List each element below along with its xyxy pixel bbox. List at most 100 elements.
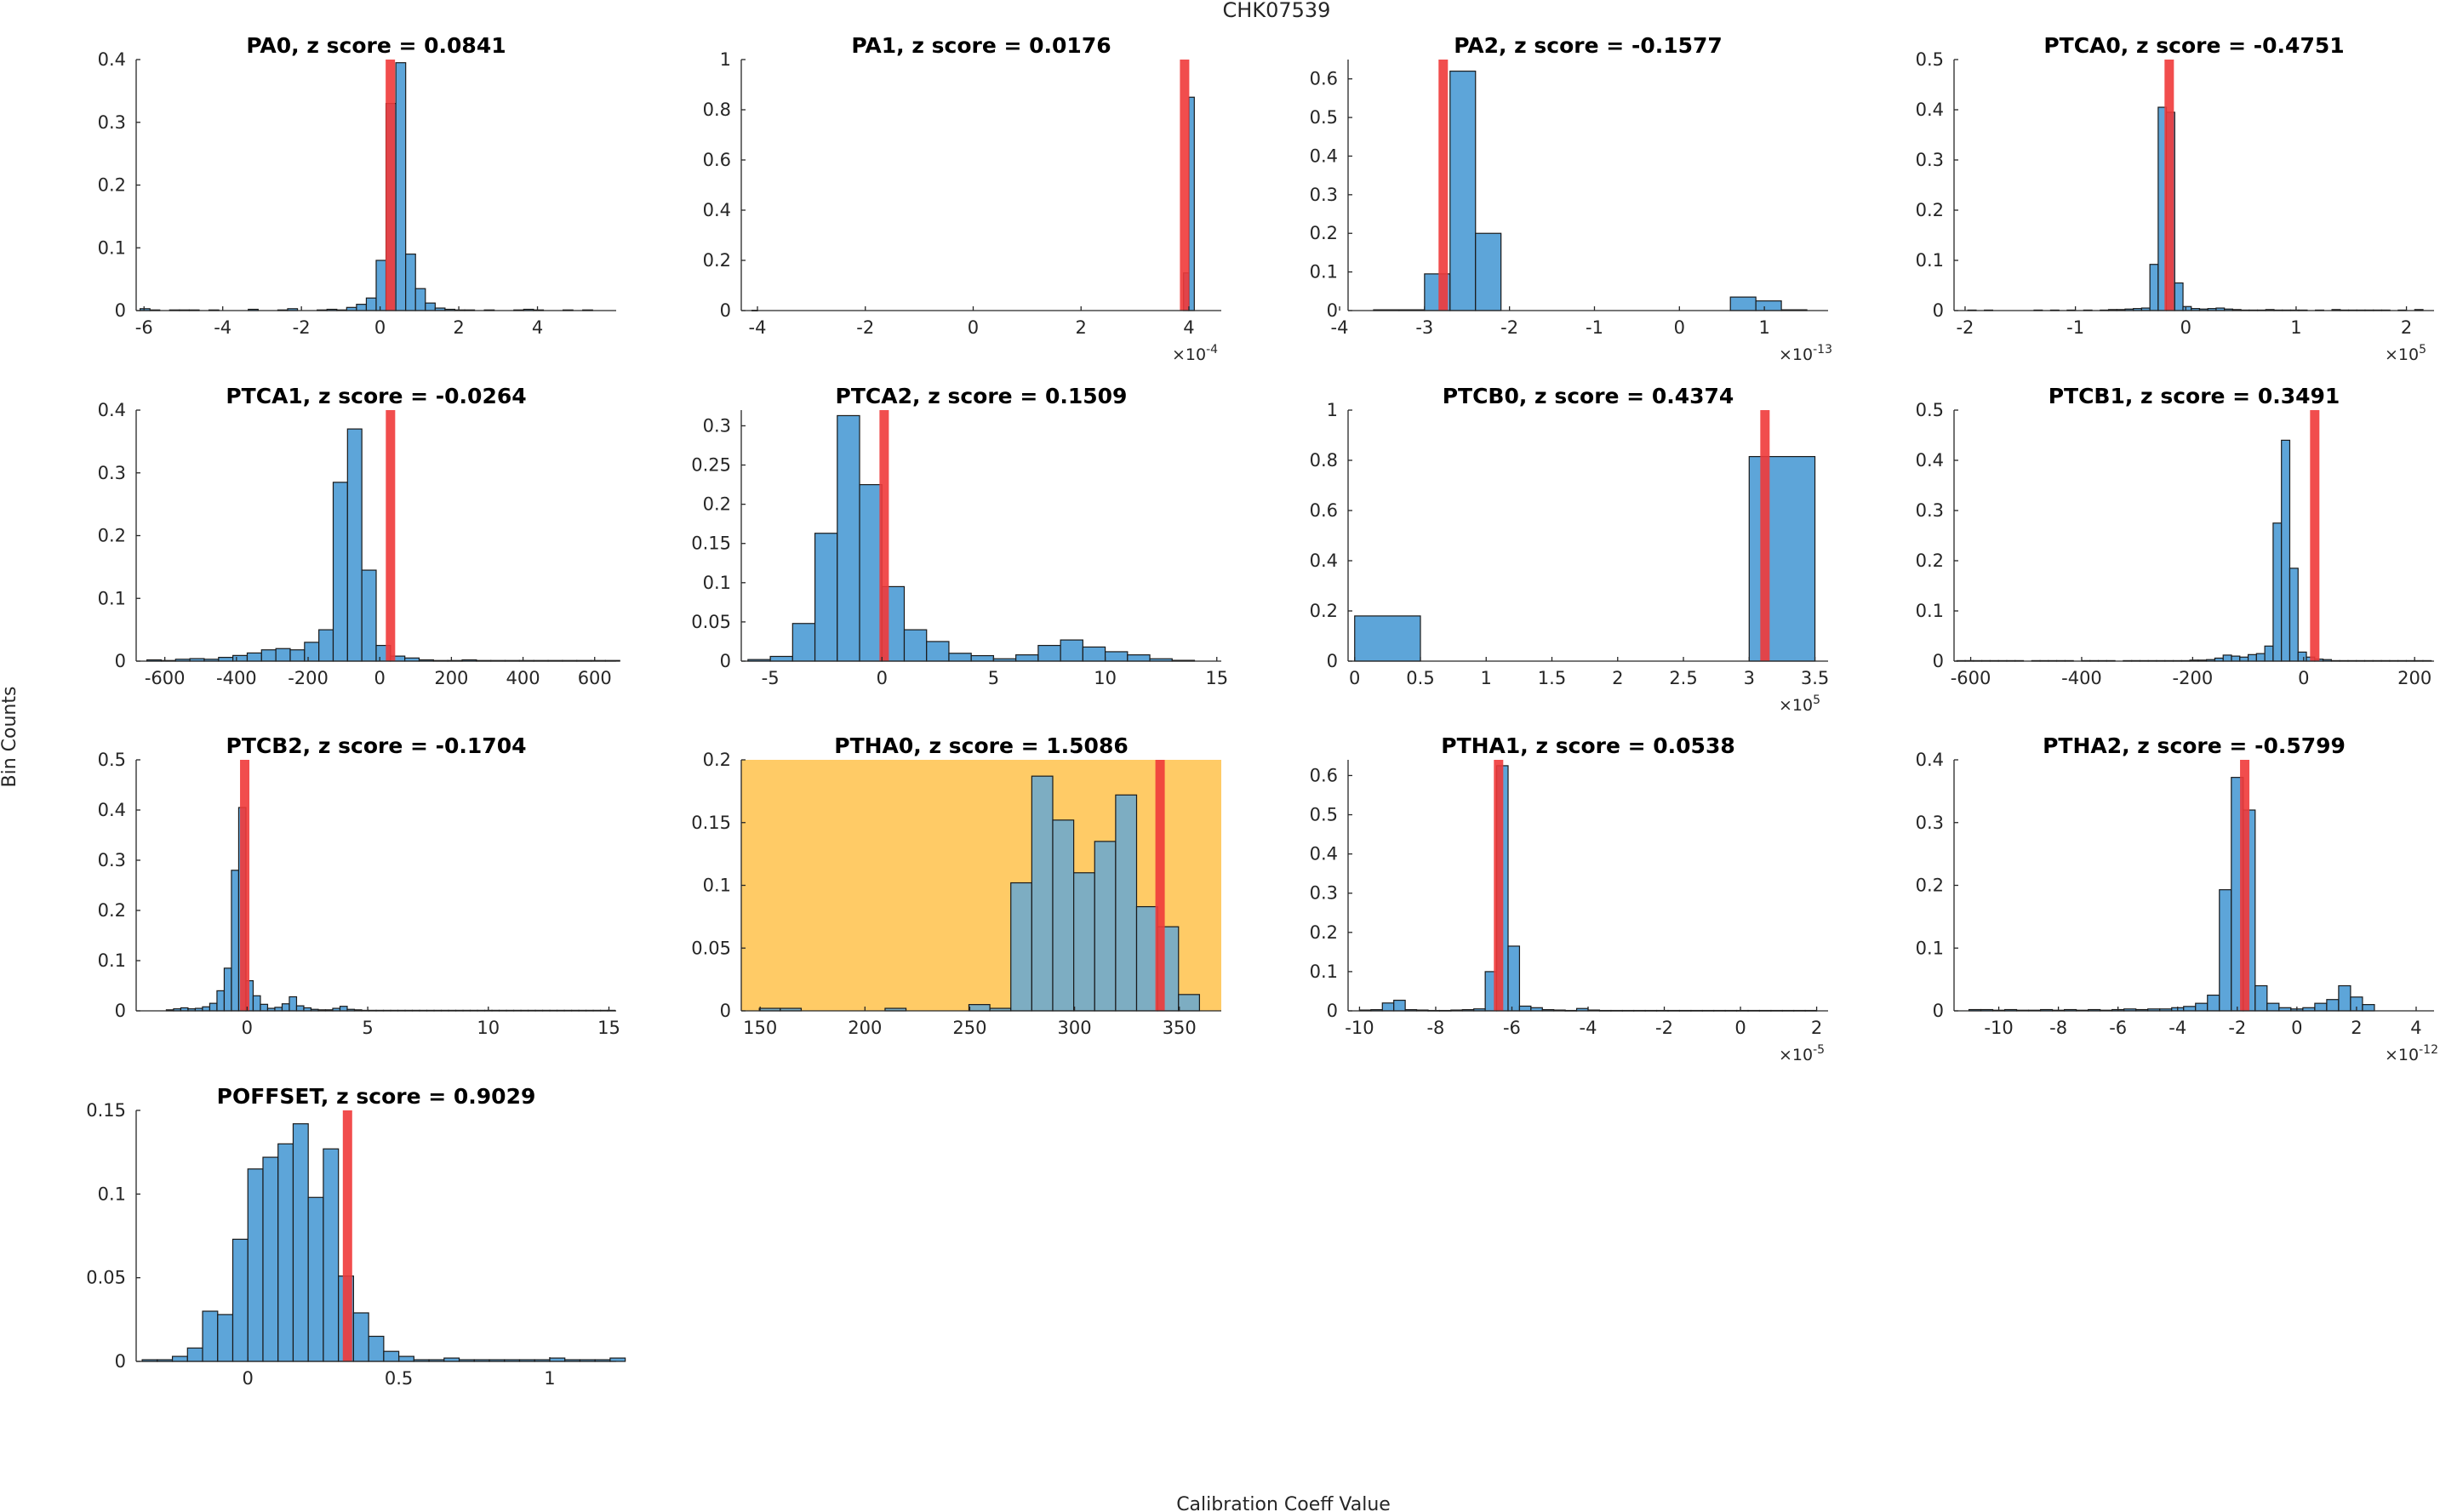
x-tick-label: 1.5 — [1538, 668, 1566, 688]
y-tick-label: 0.4 — [1916, 750, 1944, 770]
histogram-bar — [368, 1335, 385, 1362]
x-tick-label: -6 — [1503, 1018, 1521, 1038]
x-tick-label: 0 — [243, 1368, 254, 1389]
histogram-bar — [1060, 639, 1083, 662]
subplot-ptha0: 0 0.05 0.1 0.15 0.2 150 200 250 300 350 PTHA0, z s… — [691, 733, 1221, 1038]
y-tick-label: 0.05 — [691, 938, 731, 958]
subplot-title: POFFSET, z score = 0.9029 — [217, 1084, 536, 1109]
x-tick-label: -3 — [1415, 317, 1433, 338]
x-tick-label: 0 — [2180, 317, 2191, 338]
x-tick-label: 4 — [1183, 317, 1194, 338]
x-tick-label: 1 — [544, 1368, 555, 1389]
histogram-bar — [339, 1006, 348, 1012]
x-axis-label: Calibration Coeff Value — [1176, 1494, 1391, 1512]
histogram-bar — [2266, 1002, 2280, 1012]
histogram-bar — [223, 967, 232, 1012]
x-tick-label: 250 — [952, 1018, 986, 1038]
subplot-title: PA2, z score = -0.1577 — [1454, 33, 1723, 58]
histogram-bar — [1127, 654, 1151, 662]
y-tick-label: 0.2 — [1310, 922, 1338, 943]
histogram-bar — [814, 533, 838, 662]
histogram-bar — [2174, 282, 2184, 311]
y-tick-label: 0.3 — [1916, 500, 1944, 521]
x-tick-label: 1 — [1758, 317, 1769, 338]
histogram-bar — [791, 623, 816, 662]
histogram-bar — [405, 254, 416, 311]
histogram-bar — [2281, 439, 2291, 662]
x-tick-label: -200 — [2173, 668, 2214, 688]
x-tick-label: 2 — [2401, 317, 2412, 338]
y-tick-label: 0.4 — [98, 49, 126, 70]
histogram-bar — [2254, 984, 2268, 1012]
histogram-bar — [186, 1347, 203, 1362]
x-tick-label: 0 — [374, 317, 386, 338]
histogram-bar — [2231, 655, 2241, 662]
x-tick-label: 2 — [1612, 668, 1623, 688]
histogram-bar — [352, 1312, 369, 1362]
x-tick-label: 1 — [1481, 668, 1492, 688]
subplot-pa0: 0 0.1 0.2 0.3 0.4 -6 -4 -2 0 2 4 PA0, z score = 0.0… — [98, 33, 616, 338]
y-tick-label: 0 — [115, 1001, 126, 1021]
histogram-bar — [383, 1350, 400, 1362]
y-tick-label: 0.4 — [1310, 145, 1338, 166]
histogram-bar — [1393, 999, 1406, 1012]
y-tick-label: 0.3 — [1310, 883, 1338, 904]
y-tick-label: 0.1 — [703, 876, 731, 896]
y-tick-label: 1 — [720, 49, 731, 70]
y-tick-label: 0.1 — [98, 1184, 126, 1204]
x-tick-label: 0 — [877, 668, 888, 688]
subplot-ptha1: 0 0.1 0.2 0.3 0.4 0.5 0.6 -10 -8 -6 -4 -2 0 2 ×10-5 PTH… — [1310, 733, 1828, 1064]
subplot-pa1: 0 0.2 0.4 0.6 0.8 1 -4 -2 0 2 4 ×10-4 PA1, z score =… — [703, 33, 1221, 364]
y-tick-label: 0.5 — [1916, 400, 1944, 420]
histogram-bar — [395, 62, 407, 311]
y-tick-label: 0.2 — [703, 750, 731, 770]
y-tick-label: 0.05 — [86, 1268, 126, 1288]
histogram-bar — [1729, 296, 1757, 311]
histogram-bar — [218, 656, 234, 662]
histogram-bar — [1052, 819, 1075, 1012]
histogram-bar — [1507, 945, 1521, 1012]
x-tick-label: -2 — [856, 317, 874, 338]
histogram-bar — [2314, 1002, 2328, 1012]
histogram-bar — [318, 629, 334, 662]
histogram-bar — [2239, 656, 2249, 662]
y-tick-label: 0.15 — [691, 813, 731, 833]
x-tick-label: -2 — [2228, 1018, 2246, 1038]
histogram-bar — [837, 414, 860, 662]
x-tick-label: 200 — [848, 1018, 882, 1038]
y-tick-label: 0.2 — [1916, 200, 1944, 220]
histogram-bar — [361, 569, 377, 662]
y-tick-label: 0.3 — [1310, 185, 1338, 205]
x-tick-label: -4 — [1331, 317, 1349, 338]
y-tick-label: 0.4 — [98, 800, 126, 820]
subplot-ptca0: 0 0.1 0.2 0.3 0.4 0.5 -2 -1 0 1 2 ×105 PTCA0, z scor… — [1916, 33, 2434, 364]
subplot-title: PTCB1, z score = 0.3491 — [2049, 384, 2340, 408]
x-tick-label: 2 — [1811, 1018, 1822, 1038]
subplot-title: PTCA2, z score = 0.1509 — [836, 384, 1128, 408]
y-tick-label: 0.25 — [691, 455, 731, 476]
subplot-title: PTHA1, z score = 0.0538 — [1441, 733, 1734, 758]
x-tick-label: 10 — [1094, 668, 1117, 688]
y-tick-label: 0 — [115, 1351, 126, 1372]
y-tick-label: 0.5 — [1916, 49, 1944, 70]
axis-exponent-label: ×10-13 — [1779, 343, 1832, 364]
x-tick-label: -8 — [1426, 1018, 1444, 1038]
x-tick-label: -2 — [1956, 317, 1974, 338]
histogram-bar — [260, 1003, 269, 1012]
histogram-bar — [1135, 905, 1158, 1012]
histogram-bar — [171, 1355, 188, 1362]
histogram-bar — [2255, 653, 2266, 662]
histogram-bar — [209, 1002, 218, 1012]
x-tick-label: 3 — [1744, 668, 1755, 688]
histogram-bar — [247, 1168, 264, 1362]
histogram-bar — [1115, 794, 1138, 1012]
x-tick-label: 1 — [2290, 317, 2301, 338]
y-tick-label: 0 — [720, 300, 731, 321]
x-tick-label: 10 — [477, 1018, 500, 1038]
histogram-bar — [769, 655, 793, 662]
histogram-bar — [1188, 96, 1195, 311]
x-tick-label: 400 — [506, 668, 540, 688]
figure-title: CHK07539 — [1223, 0, 1331, 22]
x-tick-label: 2 — [2351, 1018, 2362, 1038]
x-tick-label: -4 — [1580, 1018, 1597, 1038]
